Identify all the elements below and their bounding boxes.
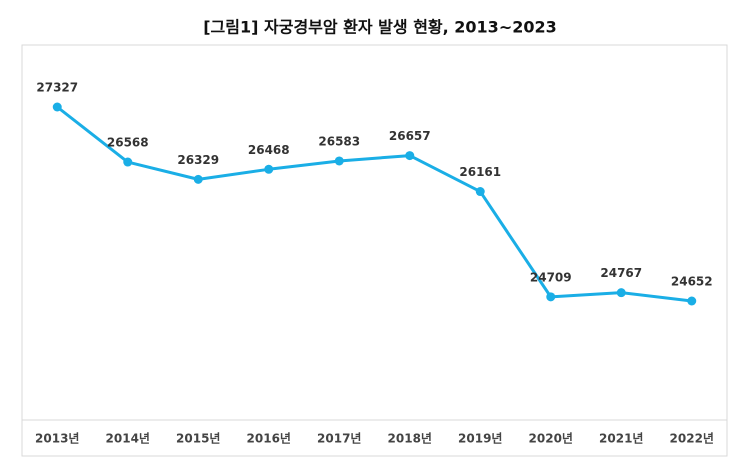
data-label: 26583 (318, 134, 360, 148)
x-tick-label: 2016년 (247, 432, 291, 446)
x-tick-label: 2014년 (106, 432, 150, 446)
x-tick-label: 2015년 (176, 432, 220, 446)
data-label: 24709 (530, 270, 572, 284)
x-tick-label: 2018년 (388, 432, 432, 446)
point (193, 174, 203, 184)
plot-frame (21, 44, 728, 457)
point (546, 292, 556, 302)
data-label: 26329 (177, 153, 219, 167)
x-tick-label: 2019년 (458, 432, 502, 446)
x-tick-label: 2021년 (599, 432, 643, 446)
point (334, 156, 344, 166)
point (616, 288, 626, 298)
x-tick-label: 2013년 (35, 432, 79, 446)
point (123, 157, 133, 167)
data-label: 24767 (600, 266, 642, 280)
data-label: 26468 (248, 143, 290, 157)
point (52, 102, 62, 112)
x-tick-label: 2017년 (317, 432, 361, 446)
point (405, 151, 415, 161)
line (56, 105, 692, 303)
data-label: 24652 (671, 275, 713, 289)
chart-title: [그림1] 자궁경부암 환자 발생 현황, 2013~2023 (203, 18, 557, 37)
data-label: 27327 (36, 81, 78, 95)
data-label: 26568 (107, 136, 149, 150)
point (475, 187, 485, 197)
point (687, 296, 697, 306)
x-tick-label: 2022년 (670, 432, 714, 446)
data-label: 26161 (459, 165, 501, 179)
point (264, 164, 274, 174)
data-label: 26657 (389, 129, 431, 143)
x-tick-label: 2020년 (529, 432, 573, 446)
